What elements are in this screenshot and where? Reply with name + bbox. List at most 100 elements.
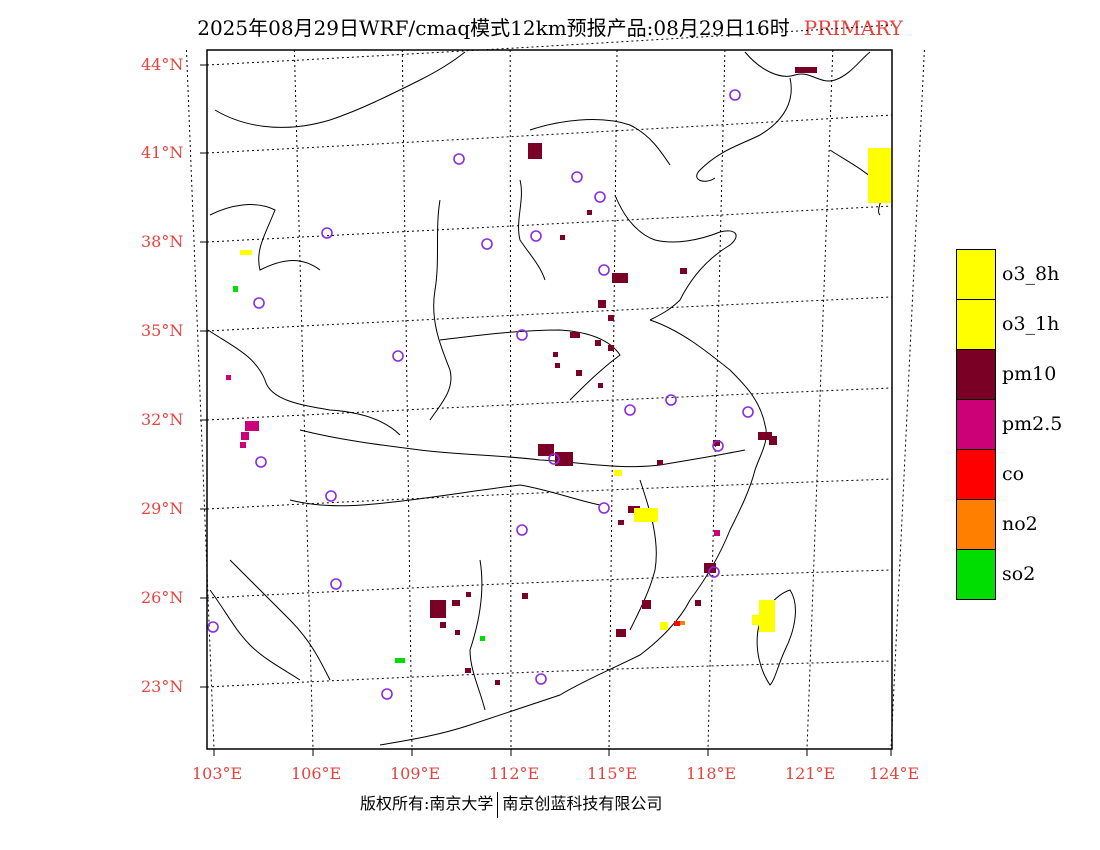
pollutant-cell-pm10 xyxy=(598,383,603,388)
southwest-boundary xyxy=(229,559,331,681)
pollutant-cell-pm10 xyxy=(616,629,626,637)
longitude-gridline xyxy=(185,49,215,750)
latitude-gridline xyxy=(206,569,893,599)
latitude-gridline xyxy=(206,205,893,243)
west-boundary-1 xyxy=(209,204,321,271)
latitude-gridline xyxy=(206,387,893,421)
station-marker xyxy=(516,329,528,341)
pollutant-cell-o3_8h xyxy=(759,600,775,632)
longitude-gridline xyxy=(707,49,726,750)
station-marker xyxy=(535,673,547,685)
longitude-gridline xyxy=(890,49,925,750)
station-marker xyxy=(453,153,465,165)
pollutant-cell-pm10 xyxy=(618,520,624,525)
east-coast xyxy=(379,319,767,746)
pollutant-cell-pm10 xyxy=(657,460,663,465)
legend-swatch xyxy=(956,549,996,600)
longitude-label: 106°E xyxy=(291,764,342,783)
longitude-label: 112°E xyxy=(489,764,540,783)
station-marker xyxy=(571,171,583,183)
pollutant-cell-pm25 xyxy=(240,442,246,448)
pollutant-cell-pm10 xyxy=(465,668,471,673)
station-marker xyxy=(255,456,267,468)
pollutant-cell-pm10 xyxy=(758,432,772,440)
longitude-gridline xyxy=(509,49,512,750)
legend-swatch xyxy=(956,349,996,400)
northern-border xyxy=(214,51,466,128)
pollutant-cell-pm10 xyxy=(608,345,614,351)
map-frame xyxy=(206,49,893,750)
station-marker xyxy=(708,566,720,578)
legend-item-pm10: pm10 xyxy=(956,349,1096,400)
longitude-label: 103°E xyxy=(192,764,243,783)
pollutant-cell-pm10 xyxy=(452,600,460,606)
station-marker xyxy=(598,264,610,276)
pollutant-cell-o3_8h xyxy=(634,508,658,522)
latitude-label: 32°N xyxy=(141,410,184,429)
pollutant-cell-so2 xyxy=(233,286,238,292)
legend-label: o3_8h xyxy=(1002,263,1060,285)
pollutant-cell-pm10 xyxy=(769,436,777,445)
legend-swatch xyxy=(956,499,996,550)
graticule xyxy=(185,24,925,750)
shaanxi-shanxi-border xyxy=(429,199,452,421)
pollutant-cell-o3_8h xyxy=(868,148,892,203)
legend-swatch xyxy=(956,249,996,300)
station-marker xyxy=(594,191,606,203)
pollutant-cell-pm25 xyxy=(226,375,231,380)
legend-item-pm25: pm2.5 xyxy=(956,399,1096,450)
pollutant-cell-pm10 xyxy=(553,352,558,357)
latitude-label: 29°N xyxy=(141,499,184,518)
legend-label: pm2.5 xyxy=(1002,413,1063,435)
station-marker xyxy=(330,578,342,590)
central-south-divide xyxy=(289,484,601,507)
pollutant-cell-pm25 xyxy=(714,530,720,536)
northeast-coast xyxy=(696,77,792,182)
northeast-border xyxy=(744,51,871,82)
pollutant-cell-pm10 xyxy=(538,444,554,456)
copyright-left: 版权所有:南京大学 xyxy=(360,794,494,813)
station-marker xyxy=(548,453,560,465)
pollutant-cell-no2 xyxy=(680,621,685,625)
latitude-label: 44°N xyxy=(141,55,184,74)
latitude-gridline xyxy=(206,660,893,688)
station-marker xyxy=(665,394,677,406)
henan-boundary xyxy=(439,329,621,401)
longitude-gridline xyxy=(293,49,314,750)
pollutant-cell-pm10 xyxy=(695,600,701,606)
station-marker xyxy=(381,688,393,700)
pollutant-cell-pm10 xyxy=(440,622,446,628)
guangxi-guangdong-border xyxy=(469,559,486,711)
legend-label: so2 xyxy=(1002,563,1036,585)
legend-swatch xyxy=(956,449,996,500)
pollutant-cell-pm10 xyxy=(455,630,460,635)
inner-mongolia-ne xyxy=(529,119,671,166)
station-marker xyxy=(392,350,404,362)
pollutant-cells xyxy=(226,67,892,685)
pollutant-cell-pm10 xyxy=(598,300,606,308)
latitude-gridline xyxy=(206,114,893,154)
station-marker xyxy=(321,227,333,239)
legend-item-o3_8h: o3_8h xyxy=(956,249,1096,300)
pollutant-cell-pm10 xyxy=(430,600,446,618)
west-boundary-2 xyxy=(207,329,401,436)
province-boundaries xyxy=(207,51,882,746)
longitude-gridline xyxy=(401,49,413,750)
latitude-label: 23°N xyxy=(141,677,184,696)
pollutant-cell-pm10 xyxy=(595,340,601,346)
latitude-gridline xyxy=(206,478,893,510)
station-marker xyxy=(253,297,265,309)
longitude-label: 115°E xyxy=(587,764,638,783)
pollutant-cell-pm10 xyxy=(522,593,528,599)
legend-swatch xyxy=(956,399,996,450)
longitude-gridline xyxy=(608,49,618,750)
station-marker xyxy=(624,404,636,416)
latitude-gridline xyxy=(206,24,893,66)
latitude-label: 35°N xyxy=(141,321,184,340)
jiangxi-fujian-border xyxy=(629,479,657,631)
map-title: 2025年08月29日WRF/cmaq模式12km预报产品:08月29日16时 P… xyxy=(0,12,1100,41)
pollutant-cell-pm10 xyxy=(466,592,471,597)
pollutant-cell-pm10 xyxy=(608,315,614,321)
pollutant-cell-pm25 xyxy=(241,432,249,440)
pollutant-cell-pm10 xyxy=(570,332,580,338)
